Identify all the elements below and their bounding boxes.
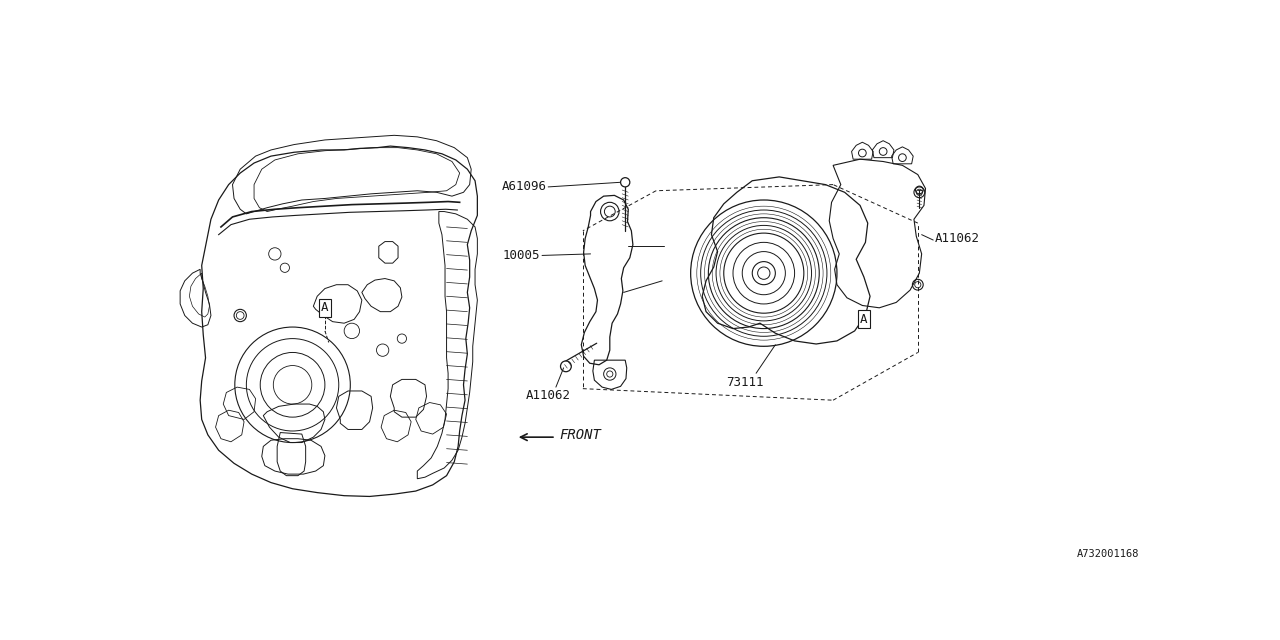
Text: 10005: 10005 — [503, 249, 540, 262]
Text: FRONT: FRONT — [559, 428, 600, 442]
Text: A61096: A61096 — [502, 180, 547, 193]
Text: A11062: A11062 — [526, 388, 571, 402]
Text: A: A — [321, 301, 329, 314]
Text: A: A — [860, 313, 868, 326]
Text: 73111: 73111 — [726, 376, 763, 388]
Text: A11062: A11062 — [934, 232, 979, 245]
Text: A732001168: A732001168 — [1076, 549, 1139, 559]
